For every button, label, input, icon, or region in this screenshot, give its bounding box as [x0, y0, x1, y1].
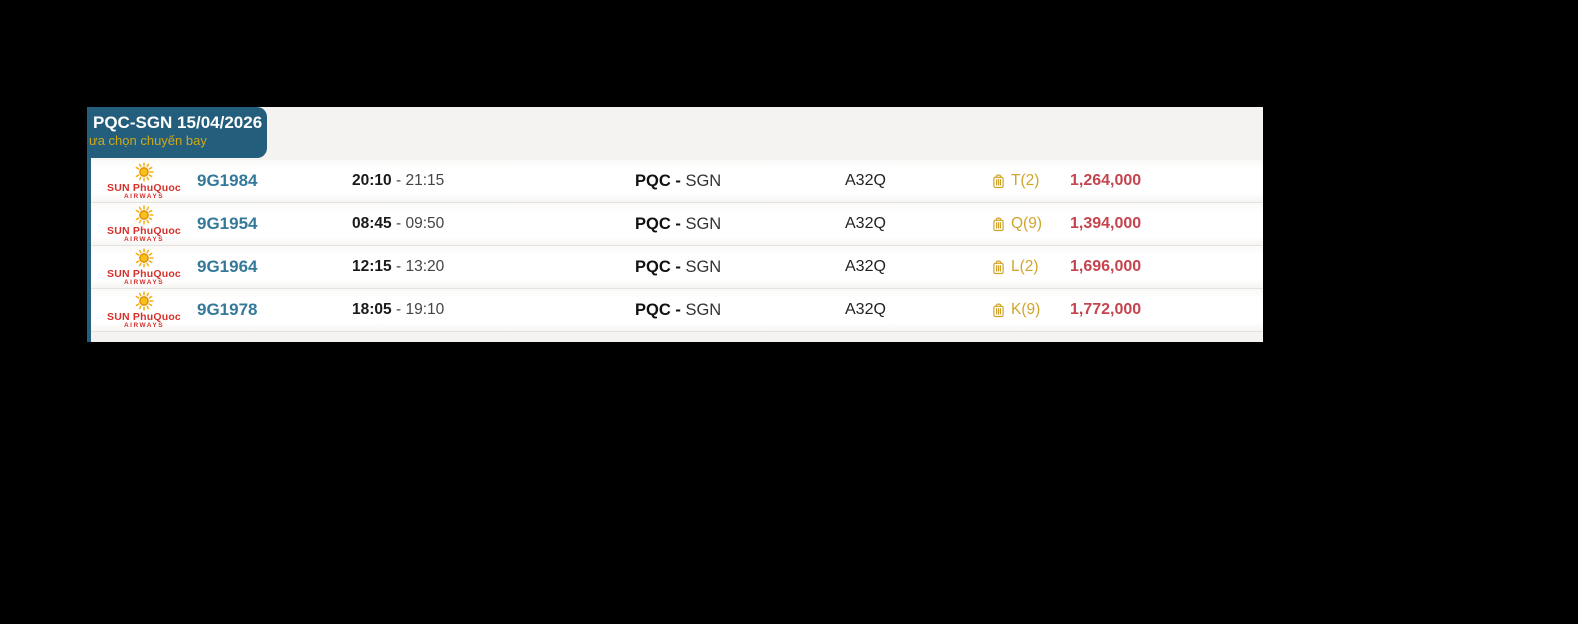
arrival-time: 13:20	[405, 258, 445, 275]
route-cell: PQC - SGN	[635, 258, 845, 277]
luggage-icon	[990, 302, 1007, 319]
sun-icon	[134, 247, 154, 268]
luggage-icon	[990, 259, 1007, 276]
origin-code: PQC	[635, 300, 671, 319]
time-dash: -	[395, 215, 402, 232]
fare-class-cell: L(2)	[990, 258, 1070, 276]
departure-time: 20:10	[352, 172, 392, 189]
airline-name: SUN PhuQuoc	[107, 310, 181, 323]
price-label: 1,394,000	[1070, 215, 1142, 232]
airline-logo: SUN PhuQuoc AIRWAYS	[91, 290, 197, 330]
airline-logo: SUN PhuQuoc AIRWAYS	[91, 161, 197, 201]
arrival-time: 19:10	[405, 301, 445, 318]
flight-number-cell: 9G1954	[197, 214, 352, 234]
time-dash: -	[395, 301, 402, 318]
origin-code: PQC	[635, 171, 671, 190]
flight-number-cell: 9G1964	[197, 257, 352, 277]
destination-code: SGN	[685, 257, 722, 276]
flight-number-link[interactable]: 9G1964	[197, 257, 258, 276]
flight-row[interactable]: SUN PhuQuoc AIRWAYS 9G1964 12:15 - 13:20…	[91, 246, 1263, 289]
luggage-icon	[990, 216, 1007, 233]
flight-row[interactable]: SUN PhuQuoc AIRWAYS 9G1978 18:05 - 19:10…	[91, 289, 1263, 332]
luggage-icon	[990, 173, 1007, 190]
airline-logo: SUN PhuQuoc AIRWAYS	[91, 204, 197, 244]
fare-class-cell: Q(9)	[990, 215, 1070, 233]
sun-icon	[134, 161, 154, 182]
flight-number-link[interactable]: 9G1984	[197, 171, 258, 190]
flight-results-panel: PQC-SGN 15/04/2026 ưa chọn chuyến bay	[87, 107, 1263, 342]
airline-logo: SUN PhuQuoc AIRWAYS	[91, 247, 197, 287]
arrival-time: 21:15	[405, 172, 445, 189]
price-label: 1,264,000	[1070, 172, 1142, 189]
flight-number-cell: 9G1984	[197, 171, 352, 191]
airline-name: SUN PhuQuoc	[107, 181, 181, 194]
route-date-title: PQC-SGN 15/04/2026	[93, 113, 263, 132]
route-dash: -	[675, 214, 681, 233]
flight-row[interactable]: SUN PhuQuoc AIRWAYS 9G1984 20:10 - 21:15…	[91, 160, 1263, 203]
origin-code: PQC	[635, 214, 671, 233]
airline-subname: AIRWAYS	[123, 193, 165, 200]
route-dash: -	[675, 257, 681, 276]
aircraft-type: A32Q	[845, 301, 886, 318]
destination-code: SGN	[685, 171, 722, 190]
results-header-band: PQC-SGN 15/04/2026 ưa chọn chuyến bay	[87, 107, 1263, 161]
price-label: 1,772,000	[1070, 301, 1142, 318]
time-cell: 12:15 - 13:20	[352, 258, 635, 276]
destination-code: SGN	[685, 300, 722, 319]
departure-time: 08:45	[352, 215, 392, 232]
aircraft-type: A32Q	[845, 215, 886, 232]
route-date-subtitle: ưa chọn chuyến bay	[89, 133, 207, 149]
origin-code: PQC	[635, 257, 671, 276]
airline-subname: AIRWAYS	[123, 236, 165, 243]
flight-rows-container: SUN PhuQuoc AIRWAYS 9G1984 20:10 - 21:15…	[87, 160, 1263, 332]
time-cell: 18:05 - 19:10	[352, 301, 635, 319]
fare-class-label: L(2)	[1011, 258, 1039, 275]
airline-subname: AIRWAYS	[123, 279, 165, 286]
fare-class-label: K(9)	[1011, 301, 1041, 318]
airline-subname: AIRWAYS	[123, 322, 165, 329]
fare-class-label: Q(9)	[1011, 215, 1042, 232]
time-cell: 08:45 - 09:50	[352, 215, 635, 233]
flight-row[interactable]: SUN PhuQuoc AIRWAYS 9G1954 08:45 - 09:50…	[91, 203, 1263, 246]
fare-class-cell: T(2)	[990, 172, 1070, 190]
aircraft-type: A32Q	[845, 172, 886, 189]
flight-number-cell: 9G1978	[197, 300, 352, 320]
destination-code: SGN	[685, 214, 722, 233]
airline-name: SUN PhuQuoc	[107, 224, 181, 237]
time-cell: 20:10 - 21:15	[352, 172, 635, 190]
sun-icon	[134, 290, 154, 311]
flight-number-link[interactable]: 9G1954	[197, 214, 258, 233]
route-dash: -	[675, 300, 681, 319]
route-cell: PQC - SGN	[635, 215, 845, 234]
departure-time: 18:05	[352, 301, 392, 318]
route-date-tab[interactable]: PQC-SGN 15/04/2026 ưa chọn chuyến bay	[87, 107, 267, 158]
flight-number-link[interactable]: 9G1978	[197, 300, 258, 319]
departure-time: 12:15	[352, 258, 392, 275]
fare-class-label: T(2)	[1011, 172, 1040, 189]
route-cell: PQC - SGN	[635, 301, 845, 320]
panel-accent-strip	[87, 107, 91, 342]
arrival-time: 09:50	[405, 215, 445, 232]
time-dash: -	[395, 172, 402, 189]
route-dash: -	[675, 171, 681, 190]
aircraft-type: A32Q	[845, 258, 886, 275]
sun-icon	[134, 204, 154, 225]
airline-name: SUN PhuQuoc	[107, 267, 181, 280]
fare-class-cell: K(9)	[990, 301, 1070, 319]
time-dash: -	[395, 258, 402, 275]
price-label: 1,696,000	[1070, 258, 1142, 275]
route-cell: PQC - SGN	[635, 172, 845, 191]
